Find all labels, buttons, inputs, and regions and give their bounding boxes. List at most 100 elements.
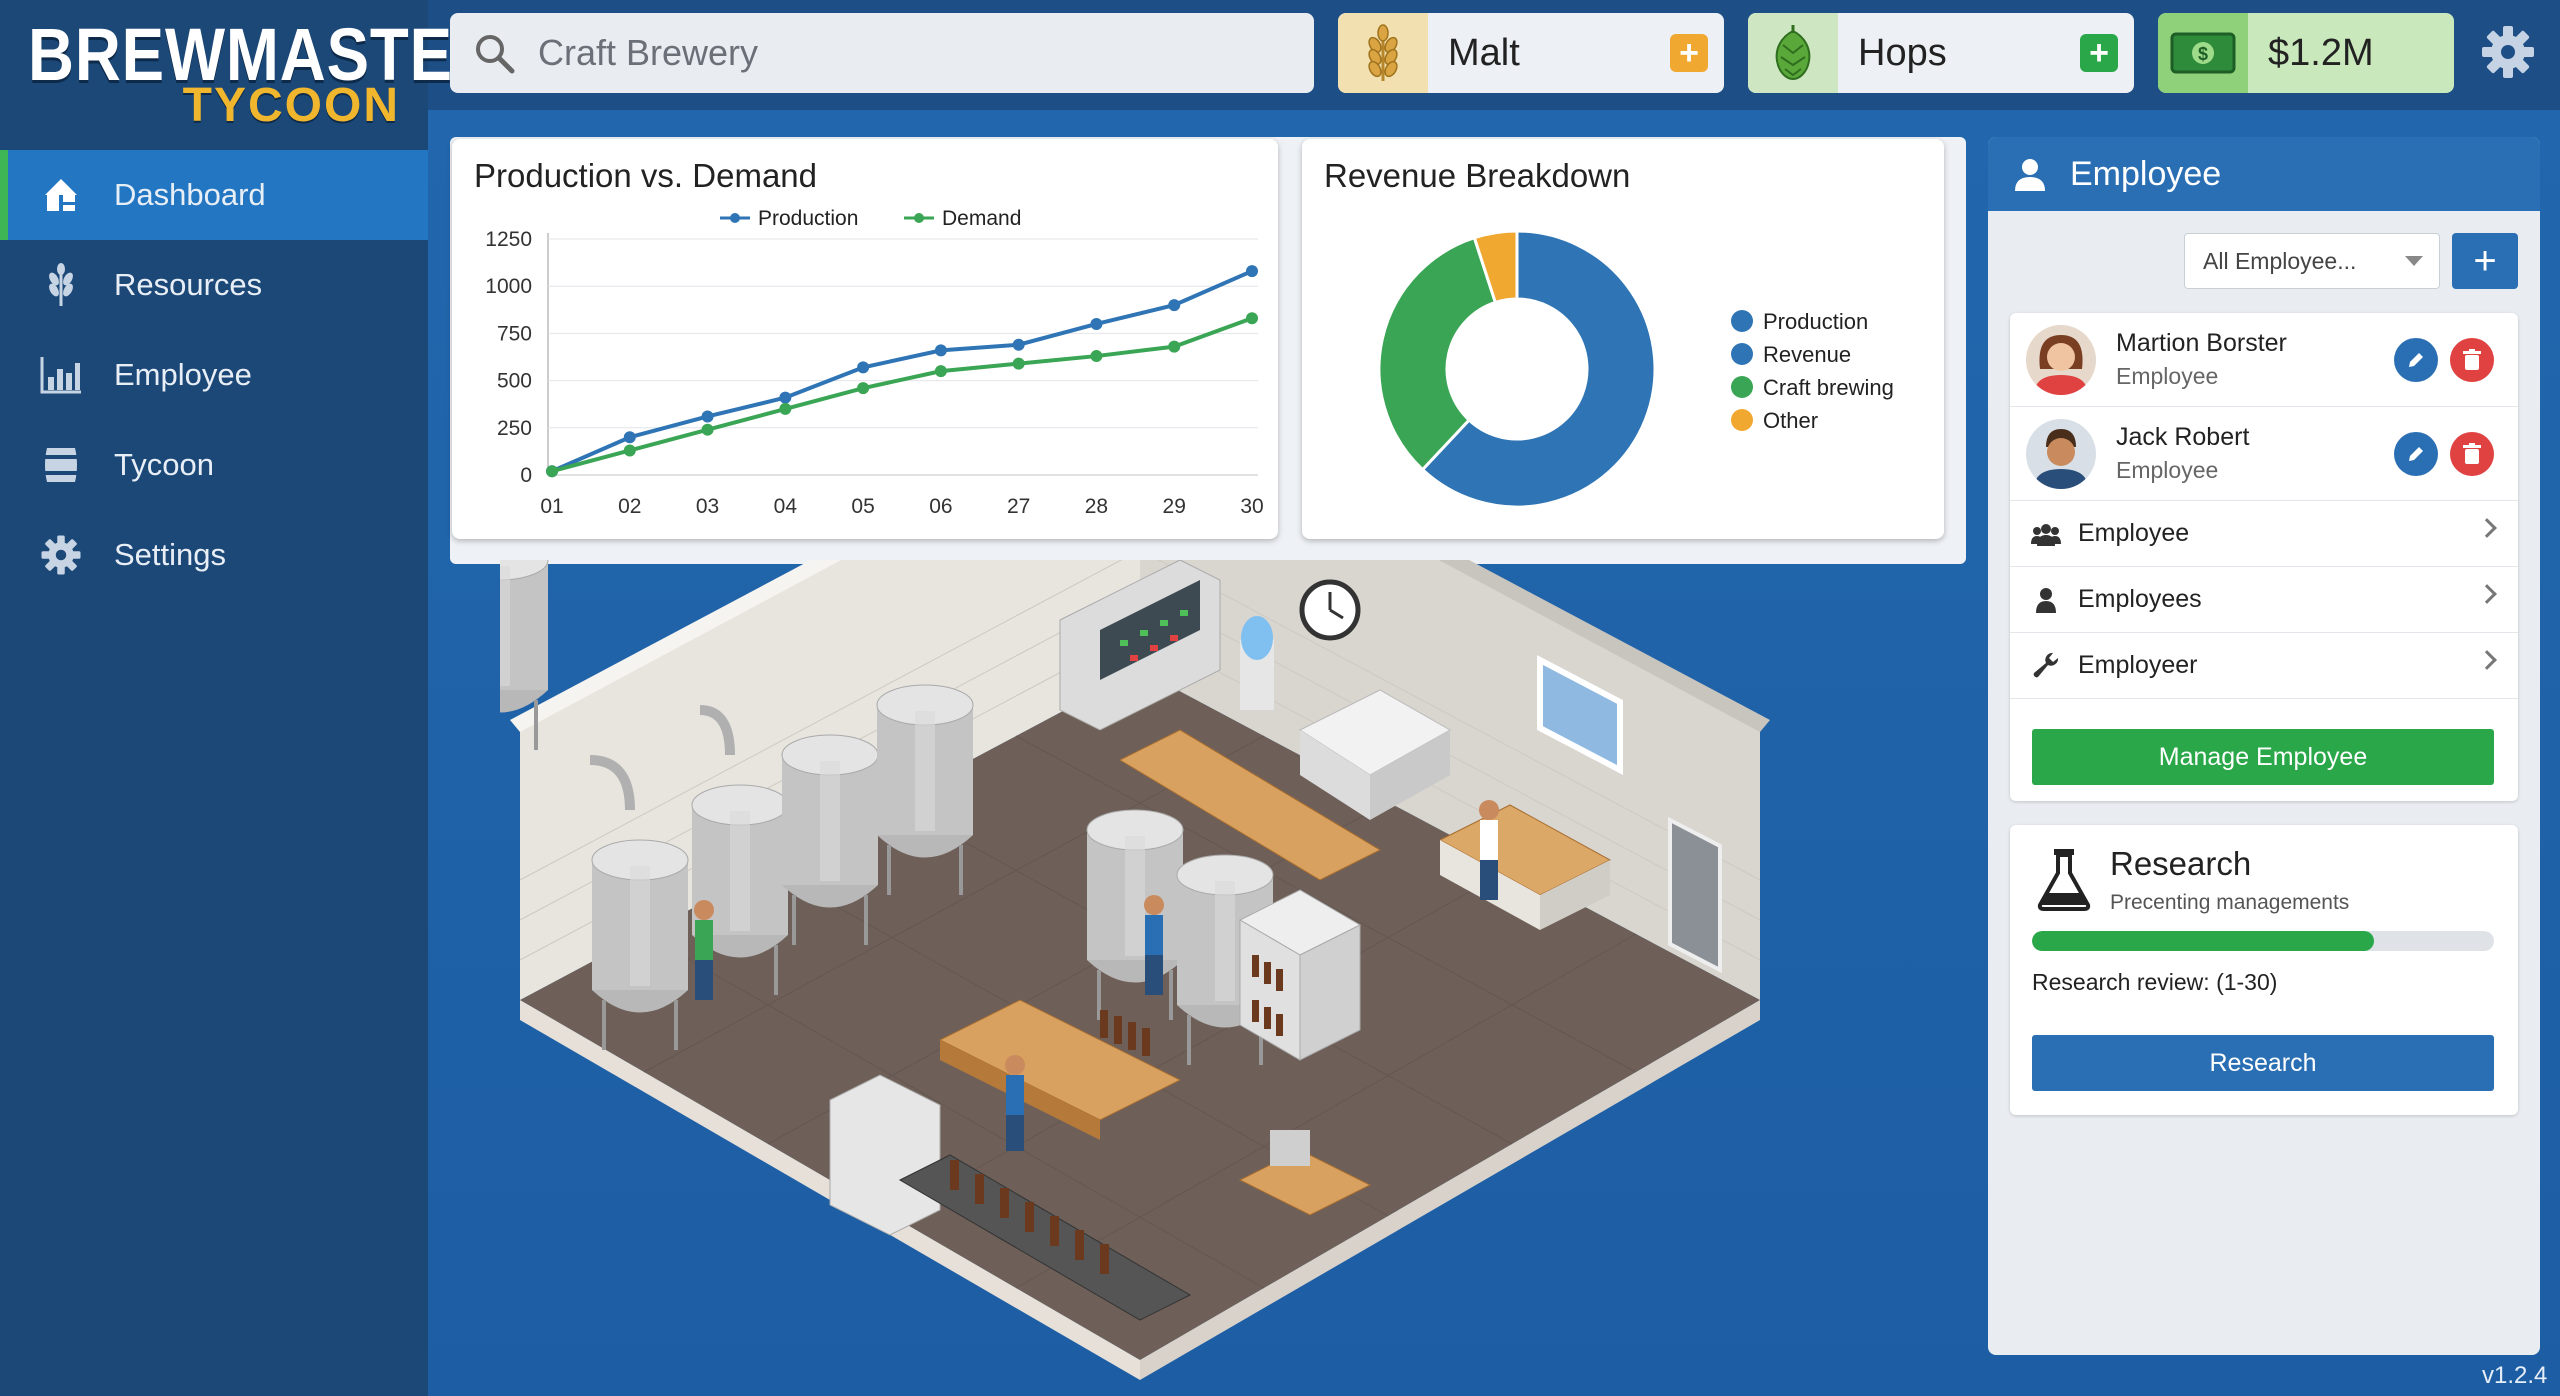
production-demand-panel: Production vs. Demand 0 250 500 750 1000 1250… — [452, 139, 1278, 539]
x-tick-label: 01 — [540, 495, 563, 518]
conveyor-belt — [898, 1154, 1192, 1321]
donut-chart: Production Revenue Craft brewing Other — [1377, 229, 1894, 509]
game-logo: BREWMASTER TYCOON — [0, 0, 499, 150]
trash-icon — [2463, 443, 2481, 464]
edit-employee-button[interactable] — [2394, 338, 2438, 382]
legend-label: Craft brewing — [1763, 375, 1894, 400]
floor-edge-right — [1140, 1000, 1760, 1380]
employee-panel: Employee All Employee... + Martion Borst… — [1988, 137, 2540, 1355]
person-icon — [2030, 584, 2062, 616]
link-label: Employee — [2078, 519, 2190, 547]
search-input[interactable]: Craft Brewery — [538, 32, 759, 73]
employees-link-row[interactable]: Employees — [2010, 567, 2518, 633]
data-point — [546, 465, 558, 478]
y-tick-label: 250 — [497, 417, 532, 440]
search-icon — [476, 35, 515, 74]
legend-marker — [1731, 409, 1753, 431]
x-tick-label: 03 — [696, 495, 719, 518]
filter-row: All Employee... + — [1988, 233, 2540, 293]
research-card: Research Precenting managements Research… — [2010, 825, 2518, 1115]
hops-resource[interactable]: Hops + — [1748, 13, 2134, 93]
data-point — [701, 423, 714, 436]
manage-employee-button[interactable]: Manage Employee — [2032, 729, 2494, 785]
employee-panel-header: Employee — [1988, 137, 2540, 211]
link-label: Employeer — [2078, 651, 2198, 679]
fermentation-tanks — [500, 560, 549, 750]
research-subtitle: Precenting managements — [2110, 891, 2350, 914]
employee-link-row[interactable]: Employee — [2010, 501, 2518, 567]
cash-resource[interactable]: $ $1.2M — [2158, 13, 2454, 93]
data-point — [779, 402, 792, 415]
legend-marker — [1731, 343, 1753, 365]
dashboard-icon — [38, 172, 84, 218]
y-tick-label: 500 — [497, 370, 532, 393]
wheat-icon — [38, 262, 84, 308]
gear-icon — [38, 532, 84, 578]
sidebar-item-label: Settings — [114, 537, 227, 572]
bottles — [1100, 1010, 1150, 1056]
sidebar-item-label: Dashboard — [114, 177, 266, 212]
x-tick-label: 04 — [774, 495, 798, 518]
data-point — [1012, 338, 1025, 351]
worker — [694, 900, 714, 1000]
employee-role: Employee — [2116, 457, 2219, 483]
sidebar-item-label: Resources — [114, 267, 263, 302]
add-malt-button[interactable]: + — [1670, 34, 1708, 72]
donut-slice — [1420, 229, 1657, 509]
y-tick-label: 0 — [520, 464, 532, 487]
sidebar-item-dashboard[interactable]: Dashboard — [0, 150, 428, 240]
search-bar[interactable]: Craft Brewery — [450, 13, 1314, 93]
window — [1537, 655, 1623, 775]
sidebar-item-resources[interactable]: Resources — [0, 240, 428, 330]
add-hops-button[interactable]: + — [2080, 34, 2118, 72]
delete-employee-button[interactable] — [2450, 432, 2494, 476]
edit-employee-button[interactable] — [2394, 432, 2438, 476]
malt-resource[interactable]: Malt + — [1338, 13, 1724, 93]
wall-top-left — [510, 560, 842, 732]
gear-icon[interactable] — [2480, 24, 2536, 80]
delete-employee-button[interactable] — [2450, 338, 2494, 382]
legend-label: Production — [1763, 309, 1868, 334]
sidebar-item-employee[interactable]: Employee — [0, 330, 428, 420]
brewery-floor-scene[interactable] — [500, 560, 1780, 1390]
research-button[interactable]: Research — [2032, 1035, 2494, 1091]
employeer-link-row[interactable]: Employeer — [2010, 633, 2518, 699]
employee-row[interactable]: Jack Robert Employee — [2010, 407, 2518, 501]
data-point — [1246, 312, 1258, 325]
link-label: Employees — [2078, 585, 2202, 613]
legend-marker — [730, 213, 740, 223]
data-point — [701, 410, 714, 423]
employee-name: Jack Robert — [2116, 423, 2250, 451]
series-line — [551, 269, 1253, 474]
line-chart: 0 250 500 750 1000 1250 01 02 03 04 05 06 27 28 29 30 Pr… — [485, 207, 1263, 518]
legend-label: Demand — [942, 207, 1021, 230]
wheat-icon — [1338, 13, 1428, 93]
data-point — [857, 361, 870, 374]
sidebar-item-tycoon[interactable]: Tycoon — [0, 420, 428, 510]
legend-marker — [914, 213, 924, 223]
employee-list: Martion Borster Employee Jack Robert Emp… — [2010, 313, 2518, 801]
chevron-right-icon — [2477, 650, 2497, 670]
research-title: Research — [2110, 845, 2252, 882]
filter-value: All Employee... — [2203, 247, 2357, 274]
y-tick-label: 1000 — [485, 275, 532, 298]
trash-icon — [2463, 349, 2481, 370]
logo-subtitle: TYCOON — [182, 79, 400, 132]
data-point — [1012, 357, 1025, 370]
y-tick-label: 1250 — [485, 228, 532, 251]
worker — [1005, 1055, 1025, 1151]
barrel-icon — [38, 442, 84, 488]
employee-filter-select[interactable]: All Employee... — [2184, 233, 2440, 289]
data-point — [1246, 265, 1258, 278]
data-point — [857, 382, 870, 395]
x-tick-label: 30 — [1240, 495, 1263, 518]
data-point — [1168, 299, 1181, 312]
pie-chart-title: Revenue Breakdown — [1324, 157, 1631, 194]
worker — [1479, 800, 1499, 900]
add-employee-button[interactable]: + — [2452, 233, 2518, 289]
logo-title: BREWMASTER — [28, 13, 500, 96]
x-tick-label: 28 — [1085, 495, 1108, 518]
sidebar-item-settings[interactable]: Settings — [0, 510, 428, 600]
data-point — [623, 431, 636, 444]
employee-row[interactable]: Martion Borster Employee — [2010, 313, 2518, 407]
